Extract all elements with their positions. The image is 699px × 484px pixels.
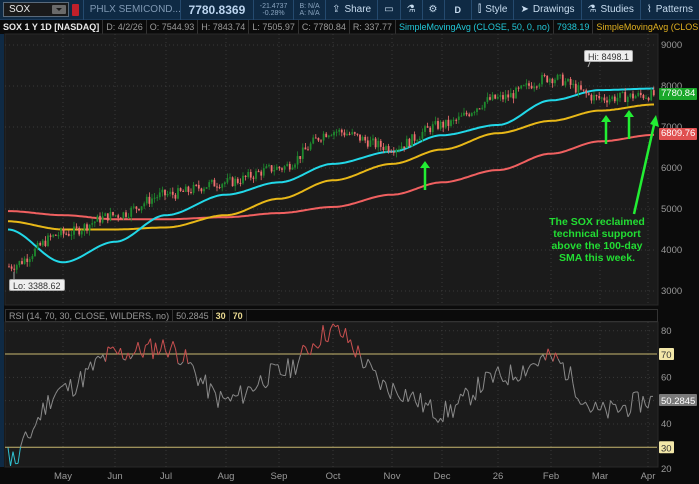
svg-text:Feb: Feb bbox=[543, 471, 559, 482]
svg-text:20: 20 bbox=[661, 464, 672, 475]
alert-flag-icon[interactable] bbox=[72, 3, 79, 16]
bar-open: O: 7544.93 bbox=[147, 20, 199, 34]
message-alert-icon: ▭ bbox=[384, 4, 394, 15]
bid-value: B: N/A bbox=[299, 2, 320, 10]
bar-low: L: 7505.97 bbox=[249, 20, 299, 34]
share-button[interactable]: ⇪ Share bbox=[325, 0, 377, 20]
change-value: -21.4737 bbox=[259, 2, 288, 10]
svg-text:80: 80 bbox=[661, 326, 672, 337]
bid-ask: B: N/A A: N/A bbox=[293, 0, 325, 20]
chart-info-bar: SOX 1 Y 1D [NASDAQ] D: 4/2/26 O: 7544.93… bbox=[0, 20, 699, 34]
sma200-price-tag: 6809.76 bbox=[659, 128, 698, 140]
sma50-study-label[interactable]: SimpleMovingAvg (CLOSE, 50, 0, no) bbox=[396, 20, 554, 34]
drawings-label: Drawings bbox=[532, 4, 575, 15]
svg-text:60: 60 bbox=[661, 372, 672, 383]
svg-text:50.2845: 50.2845 bbox=[661, 396, 695, 407]
svg-text:6000: 6000 bbox=[661, 163, 682, 174]
svg-text:Jun: Jun bbox=[107, 471, 122, 482]
studies-flask-button[interactable]: ⚗ bbox=[399, 0, 422, 20]
symbol-value: SOX bbox=[9, 4, 31, 15]
svg-text:5000: 5000 bbox=[661, 204, 682, 215]
aggregation-button[interactable]: D bbox=[443, 0, 472, 20]
svg-text:Sep: Sep bbox=[271, 471, 288, 482]
svg-text:Mar: Mar bbox=[592, 471, 608, 482]
sma50-study-value: 7938.19 bbox=[554, 20, 594, 34]
style-label: Style bbox=[485, 4, 508, 15]
ask-value: A: N/A bbox=[299, 9, 320, 17]
studies-button[interactable]: ⚗ Studies bbox=[580, 0, 640, 20]
last-price: 7780.8369 bbox=[179, 0, 253, 20]
alert-window-button[interactable]: ▭ bbox=[377, 0, 399, 20]
svg-text:Apr: Apr bbox=[641, 471, 656, 482]
aggregation-value: D bbox=[454, 4, 462, 15]
svg-text:30: 30 bbox=[661, 443, 672, 454]
svg-text:8000: 8000 bbox=[661, 81, 682, 92]
bar-date: D: 4/2/26 bbox=[103, 20, 147, 34]
flask-icon: ⚗ bbox=[587, 4, 597, 15]
svg-text:40: 40 bbox=[661, 419, 672, 430]
drawings-button[interactable]: ➤ Drawings bbox=[513, 0, 580, 20]
candle-style-icon: ⫿ bbox=[478, 4, 482, 15]
patterns-button[interactable]: ⌇ Patterns bbox=[639, 0, 699, 20]
studies-label: Studies bbox=[600, 4, 634, 15]
rsi-label[interactable]: RSI (14, 70, 30, CLOSE, WILDERS, no) bbox=[6, 310, 174, 321]
chevron-down-icon[interactable] bbox=[52, 5, 67, 14]
flask-icon: ⚗ bbox=[406, 4, 416, 15]
svg-text:Dec: Dec bbox=[434, 471, 451, 482]
bar-high: H: 7843.74 bbox=[198, 20, 250, 34]
share-icon: ⇪ bbox=[332, 4, 341, 15]
low-callout: Lo: 3388.62 bbox=[9, 279, 65, 291]
instrument-name: PHLX SEMICOND... bbox=[82, 0, 181, 20]
gear-icon: ⚙ bbox=[428, 4, 438, 15]
change-percent: -0.28% bbox=[262, 9, 285, 17]
top-toolbar: SOX PHLX SEMICOND... 7780.8369 -21.4737 … bbox=[0, 0, 699, 20]
svg-text:26: 26 bbox=[493, 471, 504, 482]
svg-text:7000: 7000 bbox=[661, 122, 682, 133]
net-change: -21.4737 -0.28% bbox=[253, 0, 293, 20]
bar-range: R: 337.77 bbox=[350, 20, 396, 34]
svg-text:Aug: Aug bbox=[218, 471, 235, 482]
rsi-value: 50.2845 bbox=[173, 310, 213, 321]
rsi-study-header: RSI (14, 70, 30, CLOSE, WILDERS, no) 50.… bbox=[5, 309, 658, 322]
svg-text:4000: 4000 bbox=[661, 245, 682, 256]
svg-text:Jul: Jul bbox=[160, 471, 172, 482]
bar-close: C: 7780.84 bbox=[299, 20, 350, 34]
cursor-arrow-icon: ➤ bbox=[520, 4, 529, 15]
rsi-oversold-level: 30 bbox=[213, 310, 230, 321]
svg-text:9000: 9000 bbox=[661, 40, 682, 51]
last-price-tag: 7780.84 bbox=[659, 88, 698, 100]
svg-text:May: May bbox=[54, 471, 72, 482]
high-callout: Hi: 8498.1 bbox=[584, 50, 634, 62]
share-label: Share bbox=[344, 4, 372, 15]
rsi-overbought-level: 70 bbox=[230, 310, 247, 321]
svg-text:70: 70 bbox=[661, 350, 672, 361]
patterns-icon: ⌇ bbox=[646, 4, 652, 15]
chart-annotation: The SOX reclaimed technical support abov… bbox=[549, 216, 645, 264]
svg-text:Nov: Nov bbox=[384, 471, 401, 482]
chart-title: SOX 1 Y 1D [NASDAQ] bbox=[0, 20, 104, 34]
svg-text:3000: 3000 bbox=[661, 286, 682, 297]
sma100-study-label[interactable]: SimpleMovingAvg (CLOSE, 100,... bbox=[593, 20, 699, 34]
patterns-label: Patterns bbox=[655, 4, 693, 15]
svg-text:Oct: Oct bbox=[326, 471, 341, 482]
settings-button[interactable]: ⚙ bbox=[421, 0, 444, 20]
symbol-selector[interactable]: SOX bbox=[3, 2, 70, 17]
style-button[interactable]: ⫿ Style bbox=[471, 0, 513, 20]
